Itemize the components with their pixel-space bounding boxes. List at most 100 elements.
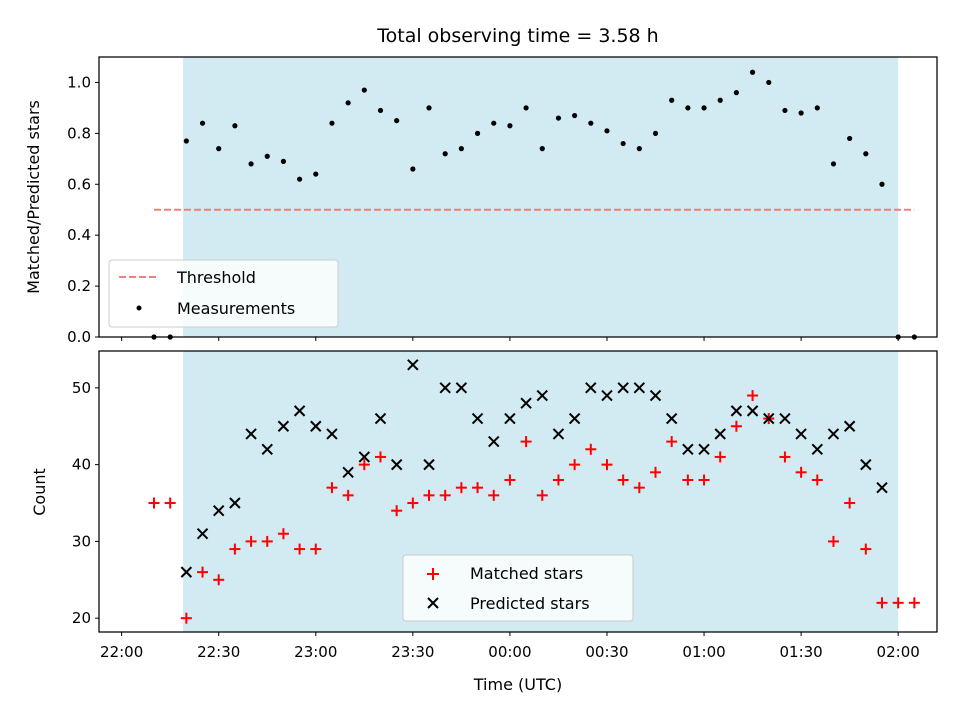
measurement-point	[394, 118, 400, 124]
predicted-star-point	[423, 458, 435, 471]
matched-star-point	[455, 482, 467, 494]
measurement-point	[232, 123, 238, 129]
measurement-point	[410, 166, 416, 172]
matched-star-point	[391, 505, 403, 517]
top-plot-frame	[98, 56, 938, 338]
predicted-star-point	[180, 566, 193, 578]
predicted-star-point	[310, 420, 322, 432]
measurement-point	[474, 130, 481, 136]
matched-star-point	[698, 474, 710, 486]
matched-star-point	[423, 489, 435, 501]
measurement-point	[491, 120, 497, 126]
matched-star-point	[407, 497, 419, 509]
measurement-point	[426, 105, 432, 111]
matched-star-point	[229, 543, 241, 555]
bottom-panel: 20 30 40 50 22:00 22:30 23:00 23:30 00:00 00:30 0…	[30, 350, 938, 694]
measurement-point	[782, 107, 788, 114]
measurement-point	[539, 146, 545, 152]
predicted-star-point	[843, 420, 856, 432]
matched-star-point	[601, 459, 613, 471]
legend-threshold-label: Threshold	[176, 268, 256, 287]
predicted-star-point	[698, 443, 710, 455]
matched-star-point	[860, 543, 872, 555]
matched-star-point	[747, 390, 759, 402]
measurement-point	[458, 146, 464, 152]
predicted-star-point	[245, 428, 257, 440]
top-y-axis-label: Matched/Predicted stars	[24, 100, 43, 294]
matched-star-point	[730, 420, 742, 432]
measurement-point	[248, 161, 254, 167]
matched-star-point	[714, 451, 726, 463]
measurement-point	[572, 112, 578, 119]
predicted-star-point	[795, 428, 807, 440]
matched-star-point	[633, 482, 645, 494]
matched-star-point	[569, 459, 581, 471]
legend-predicted-label: Predicted stars	[470, 594, 590, 613]
predicted-star-point	[213, 504, 225, 517]
predicted-star-point	[520, 397, 532, 409]
top-legend-box	[108, 259, 339, 328]
measurement-point	[507, 123, 513, 129]
matched-star-point	[277, 528, 289, 540]
bottom-plot-frame	[98, 350, 938, 633]
matched-star-point	[180, 612, 192, 624]
legend-measurements-swatch	[136, 305, 142, 311]
predicted-star-point	[601, 389, 613, 402]
predicted-star-point	[682, 443, 694, 455]
matched-star-point	[197, 566, 209, 578]
measurement-point	[442, 151, 448, 157]
matched-star-point	[358, 459, 370, 471]
matched-star-point	[585, 443, 597, 455]
legend-matched-label: Matched stars	[470, 564, 583, 583]
predicted-star-point	[876, 481, 888, 494]
predicted-star-point	[196, 528, 209, 540]
measurement-point	[183, 138, 189, 144]
measurement-point	[685, 105, 691, 111]
bottom-x-tick-label: 01:00	[682, 643, 725, 661]
predicted-star-point	[504, 412, 516, 425]
matched-star-point	[245, 535, 257, 547]
top-panel: 0.0 0.2 0.4 0.6 0.8 1.0 Total observing time …	[24, 25, 938, 346]
top-y-tick-label: 1.0	[67, 73, 91, 91]
measurement-point	[701, 105, 707, 111]
matched-star-point	[811, 474, 823, 486]
measurement-point	[620, 140, 626, 147]
bottom-x-tick-label: 00:30	[585, 643, 628, 661]
predicted-star-point	[779, 412, 791, 425]
matched-star-point	[536, 489, 548, 501]
predicted-star-point	[358, 451, 371, 463]
predicted-star-point	[730, 405, 743, 417]
measurement-point	[588, 120, 594, 126]
bottom-x-tick-label: 02:00	[877, 643, 920, 661]
matched-star-point	[472, 482, 484, 494]
predicted-star-point	[763, 412, 775, 425]
measurement-point	[830, 161, 837, 167]
bottom-y-tick-label: 30	[72, 532, 91, 550]
matched-star-point	[892, 597, 904, 609]
top-legend: Threshold Measurements	[108, 259, 339, 328]
predicted-star-point	[277, 420, 290, 432]
predicted-star-point	[471, 412, 484, 425]
measurement-point	[749, 69, 756, 75]
predicted-star-point	[827, 428, 840, 440]
matched-star-point	[908, 597, 920, 609]
legend-matched-swatch	[427, 568, 439, 580]
predicted-star-point	[860, 458, 872, 471]
top-y-tick-label: 0.6	[67, 175, 91, 193]
matched-star-point	[294, 543, 306, 555]
matched-star-point	[261, 535, 273, 547]
bottom-x-tick-label: 01:30	[779, 643, 822, 661]
predicted-star-point	[649, 389, 662, 402]
bottom-x-tick-label: 23:00	[294, 643, 337, 661]
bottom-legend: Matched stars Predicted stars	[402, 554, 634, 622]
matched-star-point	[650, 466, 662, 478]
measurement-point	[313, 171, 319, 177]
bottom-x-tick-label: 22:00	[100, 643, 143, 661]
measurement-point	[766, 79, 772, 86]
measurement-point	[863, 151, 869, 157]
measurement-point	[297, 176, 303, 182]
measurement-point	[264, 153, 270, 159]
matched-star-point	[439, 489, 451, 501]
predicted-star-point	[665, 412, 678, 425]
top-y-tick-label: 0.0	[67, 328, 91, 346]
